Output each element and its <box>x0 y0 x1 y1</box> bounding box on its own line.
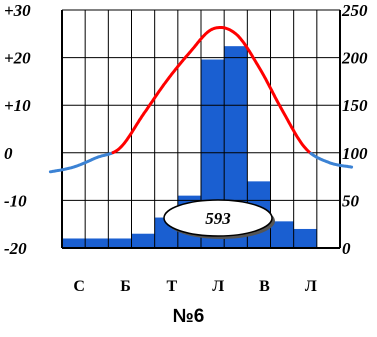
precipitation-bar <box>108 238 132 248</box>
precipitation-tick-label: 200 <box>341 49 368 68</box>
precipitation-bar <box>131 233 155 248</box>
temperature-curve-segment <box>111 26 313 155</box>
precipitation-bar <box>270 221 294 248</box>
precipitation-axis-ticks: 250 200 150 100 50 0 <box>341 1 368 258</box>
precipitation-bar <box>293 228 317 248</box>
precipitation-tick-label: 150 <box>342 96 368 115</box>
month-tick-label: Л <box>212 278 224 295</box>
temperature-tick-label: +30 <box>4 1 31 20</box>
precipitation-tick-label: 0 <box>342 239 351 258</box>
temperature-tick-label: -20 <box>4 239 27 258</box>
precipitation-bar <box>224 46 248 249</box>
precipitation-bar <box>62 238 86 248</box>
precipitation-bar <box>85 238 109 248</box>
month-tick-label: Л <box>305 278 317 295</box>
chart-caption: №6 <box>172 306 205 327</box>
temperature-curve-segment <box>48 151 115 174</box>
temperature-tick-label: +20 <box>4 49 31 68</box>
month-tick-label: Т <box>166 278 177 295</box>
temperature-tick-label: +10 <box>4 96 31 115</box>
temperature-line <box>48 26 354 174</box>
temperature-tick-label: -10 <box>4 191 27 210</box>
precipitation-tick-label: 250 <box>341 1 368 20</box>
temperature-tick-label: 0 <box>4 144 13 163</box>
temperature-axis-ticks: +30 +20 +10 0 -10 -20 <box>4 1 31 258</box>
total-ellipse <box>163 199 273 237</box>
temperature-curve-segment <box>309 152 354 169</box>
month-tick-label: В <box>259 278 270 295</box>
month-tick-label: Б <box>120 278 131 295</box>
precipitation-total-label: 593 <box>163 199 275 239</box>
precipitation-tick-label: 50 <box>342 191 360 210</box>
precipitation-total: 593 <box>205 209 231 228</box>
month-tick-label: С <box>73 278 85 295</box>
precipitation-tick-label: 100 <box>342 144 368 163</box>
